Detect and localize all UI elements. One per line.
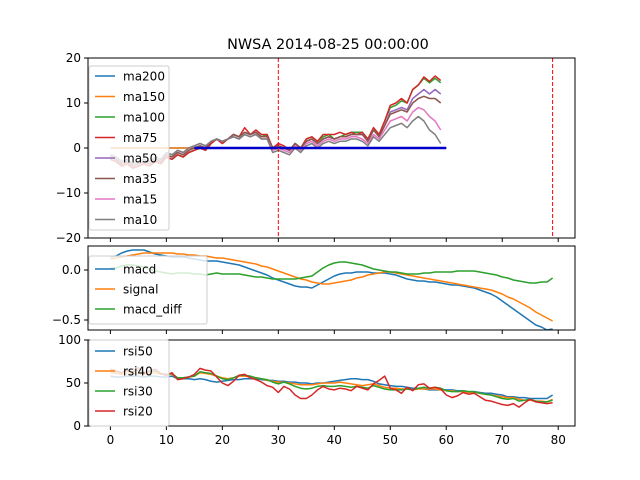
series-line-rsi30	[110, 369, 553, 403]
legend-label-ma35: ma35	[123, 172, 157, 186]
legend-label-ma75: ma75	[123, 131, 157, 145]
legend-label-rsi30: rsi30	[123, 385, 153, 399]
legend-rsi: rsi50 rsi40 rsi30 rsi20	[88, 339, 170, 427]
legend-label-signal: signal	[123, 283, 159, 297]
legend-label-ma10: ma10	[123, 213, 157, 227]
legend-label-rsi40: rsi40	[123, 365, 153, 379]
y-tick-label: 0	[73, 141, 81, 155]
chart-title: NWSA 2014-08-25 00:00:00	[227, 37, 429, 53]
y-tick-label: 10	[66, 96, 81, 110]
y-tick-label: 0	[73, 419, 81, 433]
legend-macd: macd signal macd_diff	[88, 255, 208, 325]
x-tick-label: 40	[327, 433, 342, 447]
legend-label-rsi50: rsi50	[123, 345, 153, 359]
legend-label-ma100: ma100	[123, 111, 165, 125]
panel-macd: 0.0 −0.5 macd signal macd_diff	[52, 245, 576, 334]
legend-label-ma50: ma50	[123, 152, 157, 166]
x-tick-label: 60	[439, 433, 454, 447]
panel-frame-macd	[87, 245, 576, 331]
y-tick-label: −0.5	[52, 313, 81, 327]
x-tick-label: 70	[495, 433, 510, 447]
legend-label-macd: macd	[123, 263, 156, 277]
panel-ma: −20−1001020ma200ma150ma100ma75ma50ma35ma…	[56, 51, 576, 245]
legend-label-ma200: ma200	[123, 70, 165, 84]
x-tick-label: 30	[271, 433, 286, 447]
y-tick-label: 20	[66, 51, 81, 65]
y-tick-label: −10	[56, 186, 81, 200]
x-tick-label: 10	[159, 433, 174, 447]
legend-label-rsi20: rsi20	[123, 405, 153, 419]
x-tick-label: 50	[383, 433, 398, 447]
y-tick-label: 0.0	[62, 263, 81, 277]
y-tick-label: 50	[66, 376, 81, 390]
series-line-signal	[110, 252, 553, 322]
x-tick-label: 80	[551, 433, 566, 447]
x-tick-label: 20	[215, 433, 230, 447]
legend-label-macd_diff: macd_diff	[123, 303, 182, 317]
panels: −20−1001020ma200ma150ma100ma75ma50ma35ma…	[52, 51, 576, 447]
legend-label-ma150: ma150	[123, 90, 165, 104]
y-tick-label: −20	[56, 231, 81, 245]
y-tick-label: 100	[58, 333, 81, 347]
legend-ma: ma200 ma150 ma100 ma75 ma50 ma35 ma15 ma10	[88, 65, 170, 231]
x-tick-label: 0	[107, 433, 115, 447]
series-line-rsi20	[110, 366, 553, 408]
legend-label-ma15: ma15	[123, 193, 157, 207]
